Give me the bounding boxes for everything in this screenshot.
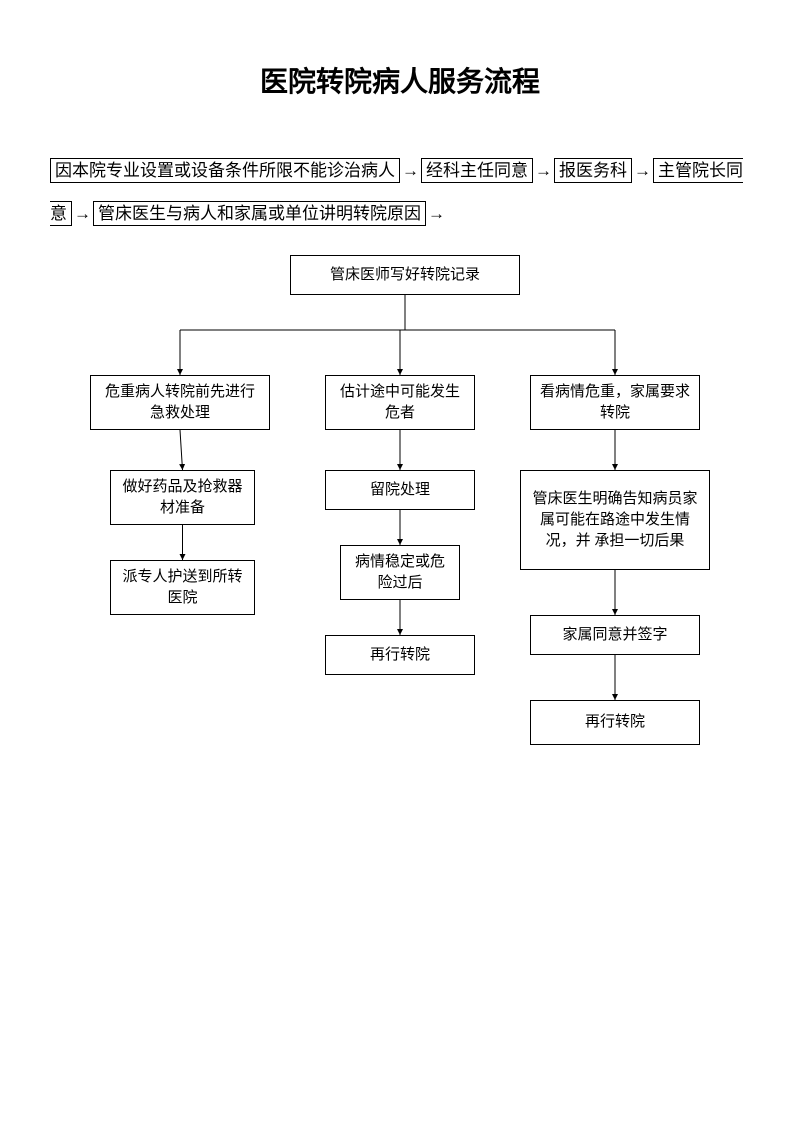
intro-step: 报医务科 <box>554 158 632 183</box>
flow-node-a3: 派专人护送到所转医院 <box>110 560 255 615</box>
intro-sequence: 因本院专业设置或设备条件所限不能诊治病人→经科主任同意→报医务科→主管院长同意→… <box>50 150 750 235</box>
page-title: 医院转院病人服务流程 <box>50 60 750 100</box>
flow-node-root: 管床医师写好转院记录 <box>290 255 520 295</box>
intro-step: 因本院专业设置或设备条件所限不能诊治病人 <box>50 158 400 183</box>
flow-node-b4: 再行转院 <box>325 635 475 675</box>
arrow-icon: → <box>74 204 91 223</box>
flow-node-c2: 管床医生明确告知病员家属可能在路途中发生情况，并 承担一切后果 <box>520 470 710 570</box>
flow-node-c1: 看病情危重，家属要求转院 <box>530 375 700 430</box>
intro-step: 管床医生与病人和家属或单位讲明转院原因 <box>93 201 426 226</box>
flow-node-b2: 留院处理 <box>325 470 475 510</box>
flow-node-a2: 做好药品及抢救器材准备 <box>110 470 255 525</box>
flow-node-c3: 家属同意并签字 <box>530 615 700 655</box>
flowchart: 管床医师写好转院记录危重病人转院前先进行急救处理做好药品及抢救器材准备派专人护送… <box>90 255 710 855</box>
flow-node-b1: 估计途中可能发生危者 <box>325 375 475 430</box>
arrow-icon: → <box>402 161 419 180</box>
arrow-icon: → <box>428 204 445 223</box>
flow-node-a1: 危重病人转院前先进行急救处理 <box>90 375 270 430</box>
intro-step: 经科主任同意 <box>421 158 533 183</box>
arrow-icon: → <box>535 161 552 180</box>
arrow-icon: → <box>634 161 651 180</box>
flow-node-c4: 再行转院 <box>530 700 700 745</box>
flow-node-b3: 病情稳定或危险过后 <box>340 545 460 600</box>
